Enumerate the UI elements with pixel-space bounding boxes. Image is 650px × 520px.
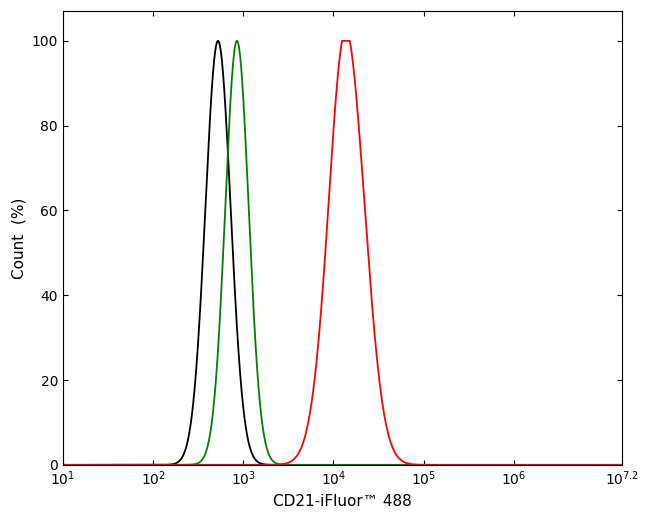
- X-axis label: CD21-iFluor™ 488: CD21-iFluor™ 488: [273, 494, 412, 509]
- Y-axis label: Count  (%): Count (%): [11, 197, 26, 279]
